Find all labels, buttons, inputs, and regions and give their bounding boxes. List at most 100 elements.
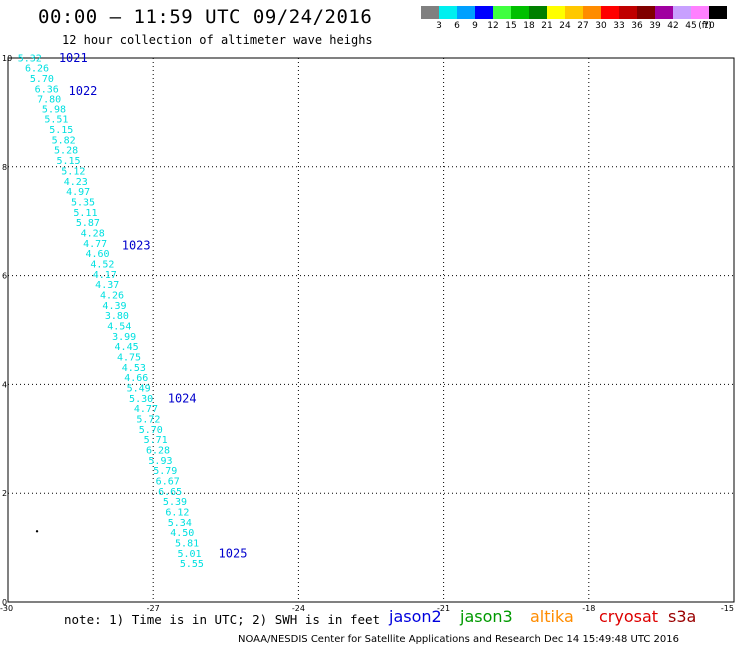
data-point-label: 4.66 (124, 373, 148, 384)
data-point-label: 5.28 (54, 146, 78, 157)
data-point-label: 4.77 (83, 239, 107, 250)
legend-label: 12 (487, 21, 499, 31)
legend-swatch (493, 6, 511, 19)
legend-swatch (709, 6, 727, 19)
data-point-label: 4.97 (66, 187, 90, 198)
data-point-label: 5.39 (163, 497, 187, 508)
x-tick-label: -27 (147, 604, 160, 613)
y-tick-label: 0 (2, 598, 7, 607)
color-legend (421, 6, 727, 19)
data-point-label: 4.39 (102, 301, 126, 312)
legend-swatch (529, 6, 547, 19)
data-point-label: 5.32 (18, 53, 42, 64)
legend-swatch (673, 6, 691, 19)
legend-label: 15 (505, 21, 517, 31)
y-tick-label: 4 (2, 380, 7, 389)
data-point-label: 5.15 (49, 125, 73, 136)
data-point-label: 5.34 (168, 518, 192, 529)
footer-credit: NOAA/NESDIS Center for Satellite Applica… (238, 634, 680, 645)
data-point-label: 4.17 (93, 270, 117, 281)
data-point-label: 5.35 (71, 197, 95, 208)
data-point-label: 4.28 (81, 228, 105, 239)
legend-label: 6 (454, 21, 460, 31)
data-point-label: 5.12 (61, 166, 85, 177)
data-point-label: 5.82 (52, 135, 76, 146)
data-point-label: 5.15 (56, 156, 80, 167)
data-point-label: 6.28 (146, 445, 170, 456)
data-point-label: 5.79 (153, 466, 177, 477)
legend-label: 27 (577, 21, 589, 31)
x-tick-label: -21 (437, 604, 450, 613)
legend-label: 42 (667, 21, 679, 31)
legend-swatch (475, 6, 493, 19)
x-tick-label: -15 (721, 604, 734, 613)
satellite-legend-item: altika (530, 607, 574, 626)
data-point-label: 3.99 (112, 332, 136, 343)
legend-label: 18 (523, 21, 535, 31)
legend-swatch (601, 6, 619, 19)
pass-number-label: 1023 (122, 238, 151, 252)
legend-label: 24 (559, 21, 571, 31)
legend-label: 3 (436, 21, 442, 31)
pass-number-label: 1021 (59, 51, 88, 65)
x-tick-label: -24 (292, 604, 305, 613)
legend-swatch (691, 6, 709, 19)
data-point-label: 4.54 (107, 321, 131, 332)
satellite-legend-item: cryosat (599, 607, 659, 626)
page-title: 00:00 – 11:59 UTC 09/24/2016 (38, 6, 373, 28)
data-point-label: 3.80 (105, 311, 129, 322)
legend-swatch (619, 6, 637, 19)
legend-swatch (421, 6, 439, 19)
data-point-label: 6.65 (158, 487, 182, 498)
data-point-label: 5.87 (76, 218, 100, 229)
data-point-label: 6.67 (156, 476, 180, 487)
legend-swatch (547, 6, 565, 19)
legend-label: 70 (703, 21, 715, 31)
data-point-label: 5.51 (44, 115, 68, 126)
data-marker (35, 530, 39, 533)
legend-label: 33 (613, 21, 625, 31)
legend-swatch (565, 6, 583, 19)
legend-swatch (511, 6, 529, 19)
data-point-label: 5.93 (148, 456, 172, 467)
y-tick-label: 8 (2, 163, 7, 172)
page-subtitle: 12 hour collection of altimeter wave hei… (62, 33, 373, 47)
x-tick-label: -18 (582, 604, 595, 613)
data-point-label: 5.30 (129, 394, 153, 405)
pass-number-label: 1022 (69, 84, 98, 98)
satellite-legend-item: jason2 (389, 607, 442, 626)
data-point-label: 5.01 (177, 549, 201, 560)
data-point-label: 5.70 (139, 425, 163, 436)
legend-label: 39 (649, 21, 661, 31)
legend-swatch (583, 6, 601, 19)
legend-label: 36 (631, 21, 643, 31)
satellite-legend-item: s3a (668, 607, 697, 626)
legend-label: 21 (541, 21, 553, 31)
data-point-label: 5.81 (175, 539, 199, 550)
data-point-label: 7.80 (37, 95, 61, 106)
data-point-label: 4.53 (122, 363, 146, 374)
data-point-label: 5.98 (42, 104, 66, 115)
data-point-label: 4.23 (64, 177, 88, 188)
legend-swatch (439, 6, 457, 19)
y-tick-label: 6 (2, 272, 7, 281)
plot-frame (7, 57, 735, 603)
legend-swatch (457, 6, 475, 19)
satellite-legend-item: jason3 (460, 607, 513, 626)
data-point-label: 4.50 (170, 528, 194, 539)
data-point-label: 5.70 (30, 74, 54, 85)
legend-swatch (637, 6, 655, 19)
data-point-label: 4.26 (100, 290, 124, 301)
x-tick-label: -30 (0, 604, 13, 613)
data-point-label: 6.12 (165, 508, 189, 519)
pass-number-label: 1025 (219, 546, 248, 560)
data-point-label: 5.71 (144, 435, 168, 446)
data-point-label: 5.72 (136, 414, 160, 425)
note-text: note: 1) Time is in UTC; 2) SWH is in fe… (64, 612, 381, 627)
data-point-label: 4.37 (95, 280, 119, 291)
data-point-label: 4.52 (90, 259, 114, 270)
legend-unit: (ft) (698, 21, 712, 31)
legend-label: 30 (595, 21, 607, 31)
y-tick-label: 10 (2, 54, 12, 63)
